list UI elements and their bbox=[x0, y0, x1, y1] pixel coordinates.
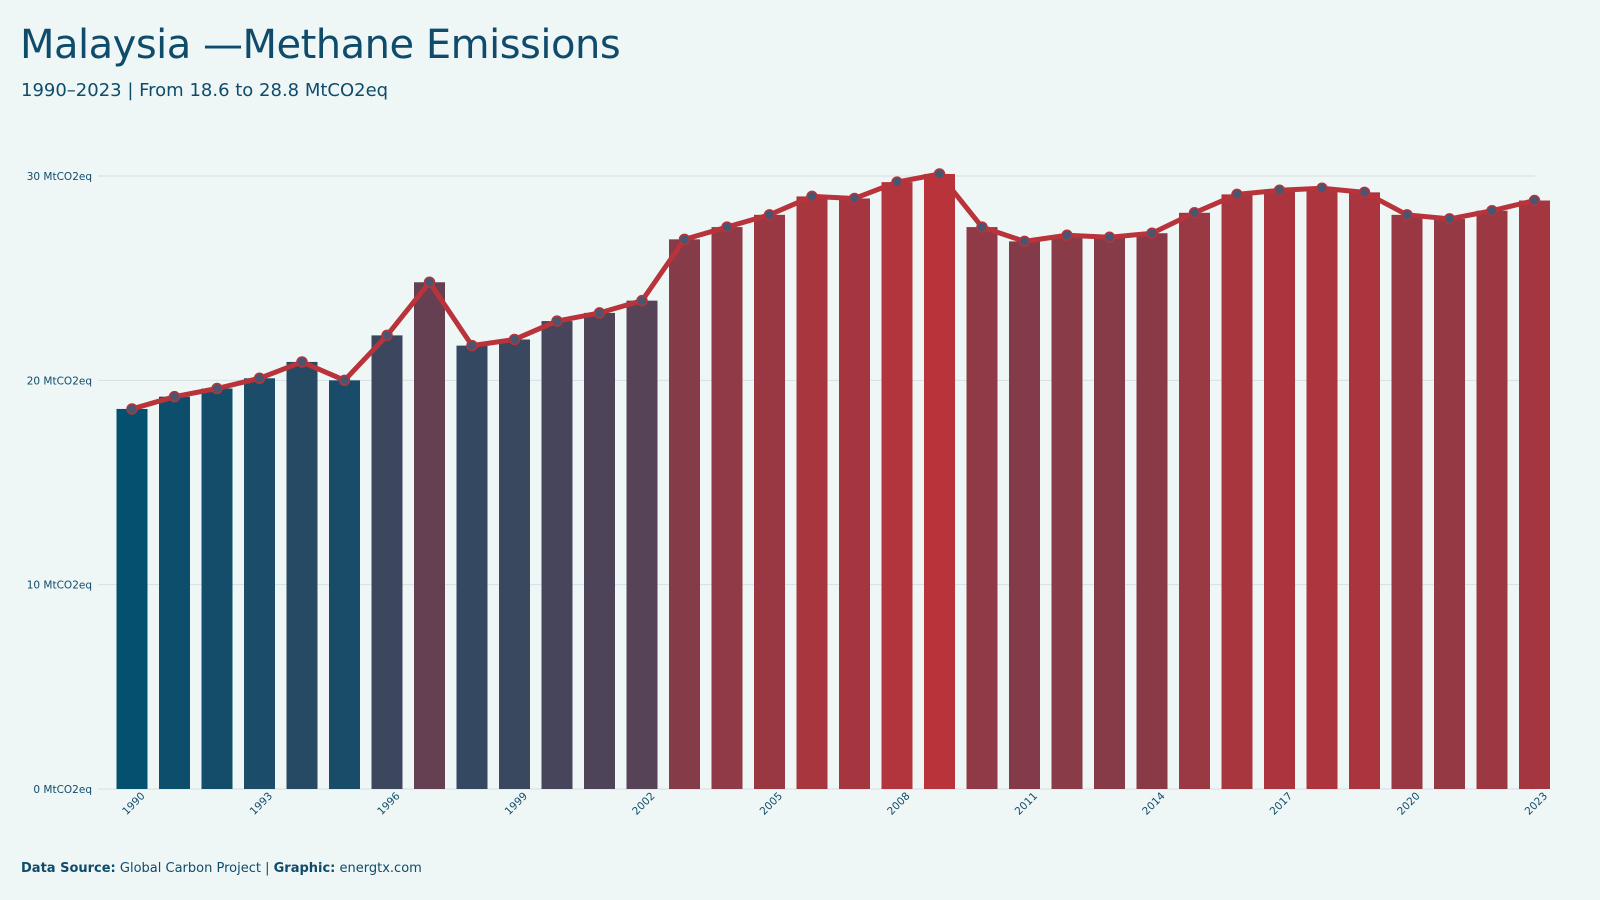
x-tick-label: 1996 bbox=[375, 790, 403, 818]
line-point bbox=[1188, 207, 1201, 219]
bar bbox=[414, 282, 445, 789]
x-tick-label: 2008 bbox=[885, 790, 912, 817]
bar bbox=[371, 335, 403, 789]
bar bbox=[1179, 212, 1210, 789]
chart-title: Malaysia —Methane Emissions bbox=[20, 22, 621, 68]
bar bbox=[159, 396, 190, 789]
line-point bbox=[1103, 231, 1116, 244]
line-point bbox=[891, 176, 903, 188]
line-point bbox=[1146, 227, 1158, 239]
line-point bbox=[1358, 186, 1371, 199]
bar bbox=[796, 196, 828, 789]
line-point bbox=[1018, 235, 1031, 248]
x-tick-label: 2020 bbox=[1395, 790, 1422, 817]
x-tick-label: 2005 bbox=[758, 790, 785, 817]
y-tick-label: 0 MtCO2eq bbox=[33, 784, 92, 796]
line-point bbox=[806, 190, 818, 203]
line-point bbox=[551, 315, 563, 327]
bar bbox=[1221, 194, 1253, 789]
bar bbox=[201, 388, 233, 789]
line-point bbox=[976, 221, 988, 233]
bar bbox=[499, 339, 530, 789]
line-point bbox=[168, 390, 181, 403]
line-point bbox=[1443, 213, 1456, 225]
bar bbox=[1094, 237, 1125, 790]
line-point bbox=[1528, 194, 1541, 207]
footer-source-label: Data Source: bbox=[21, 861, 116, 876]
bar bbox=[116, 408, 148, 789]
bar bbox=[839, 198, 870, 789]
y-tick-label: 30 MtCO2eq bbox=[27, 171, 92, 183]
line-point bbox=[1061, 229, 1073, 242]
line-point bbox=[338, 374, 351, 387]
bar bbox=[626, 300, 658, 789]
x-tick-label: 2011 bbox=[1013, 790, 1040, 817]
bar bbox=[924, 173, 955, 789]
line-point bbox=[1231, 188, 1243, 201]
bar bbox=[244, 378, 275, 789]
line-point bbox=[1316, 182, 1328, 195]
line-point bbox=[721, 221, 733, 233]
footer-graphic-label: Graphic: bbox=[273, 861, 336, 876]
line-point bbox=[381, 329, 393, 342]
line-point bbox=[678, 233, 691, 246]
x-tick-label: 2014 bbox=[1140, 790, 1168, 818]
x-tick-label: 2017 bbox=[1268, 790, 1295, 817]
footer: Data Source: Global Carbon Project | Gra… bbox=[21, 861, 422, 876]
line-point bbox=[253, 372, 266, 385]
bar-layer bbox=[116, 173, 1550, 790]
bar bbox=[329, 380, 360, 789]
line-point bbox=[423, 276, 436, 289]
line-point bbox=[763, 209, 776, 221]
bar bbox=[1476, 210, 1508, 789]
bar bbox=[1391, 214, 1423, 789]
bar bbox=[669, 239, 700, 790]
bar bbox=[1306, 188, 1338, 789]
bar bbox=[1349, 192, 1380, 789]
line-point bbox=[1273, 184, 1286, 197]
series-line bbox=[129, 171, 1537, 412]
bar bbox=[456, 345, 488, 789]
line-point bbox=[126, 403, 138, 415]
line-point bbox=[508, 333, 521, 346]
bar bbox=[286, 361, 318, 789]
x-tick-label: 2002 bbox=[630, 790, 657, 817]
x-tick-label: 1990 bbox=[120, 790, 147, 817]
bar bbox=[584, 312, 615, 789]
bar bbox=[754, 214, 785, 789]
bar bbox=[1264, 190, 1295, 789]
line-point bbox=[466, 339, 478, 352]
bar bbox=[1519, 200, 1550, 789]
bar bbox=[1434, 218, 1465, 789]
chart-subtitle: 1990–2023 | From 18.6 to 28.8 MtCO2eq bbox=[21, 80, 389, 101]
bar bbox=[1009, 241, 1040, 790]
footer-graphic-value: energtx.com bbox=[339, 861, 422, 876]
x-tick-label: 1999 bbox=[503, 790, 530, 817]
y-tick-label: 10 MtCO2eq bbox=[27, 580, 92, 592]
line-point bbox=[1401, 209, 1413, 221]
bar bbox=[1051, 235, 1083, 790]
line-point bbox=[933, 168, 946, 180]
footer-separator: | bbox=[260, 861, 274, 876]
line-point bbox=[1486, 204, 1498, 217]
line-point bbox=[848, 192, 861, 205]
line-layer bbox=[126, 168, 1541, 415]
line-point bbox=[211, 382, 223, 395]
line-point bbox=[296, 356, 308, 368]
x-tick-label: 1993 bbox=[248, 790, 275, 817]
bar bbox=[966, 227, 998, 790]
footer-source-value: Global Carbon Project bbox=[119, 861, 261, 876]
bar bbox=[881, 182, 913, 789]
bar bbox=[541, 321, 573, 789]
x-tick-label: 2023 bbox=[1523, 790, 1550, 817]
bar bbox=[711, 227, 743, 790]
line-point bbox=[593, 307, 606, 319]
bar bbox=[1136, 233, 1168, 790]
y-tick-label: 20 MtCO2eq bbox=[27, 375, 92, 387]
line-point bbox=[636, 294, 648, 307]
